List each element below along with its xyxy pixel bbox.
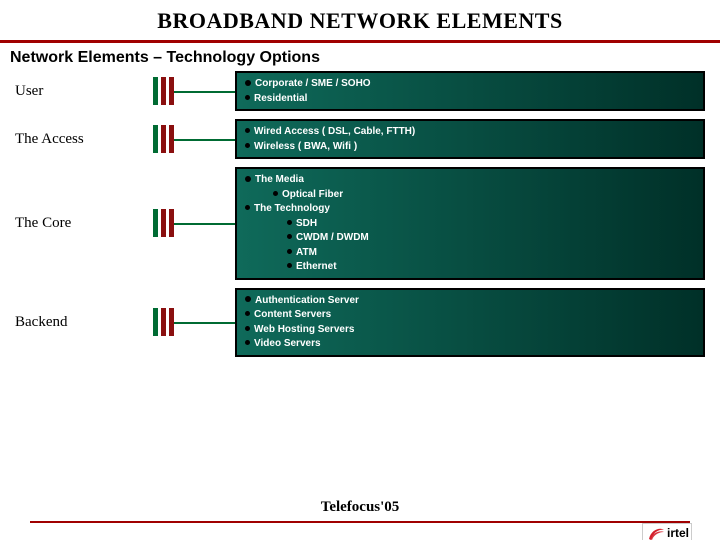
bullet-icon	[287, 220, 292, 225]
bullet-icon	[245, 80, 251, 86]
panel-item-text: CWDM / DWDM	[296, 232, 369, 243]
info-panel: The Media Optical Fiber The Technology SDH C…	[235, 167, 705, 280]
panel-item: Optical Fiber	[245, 188, 695, 202]
bullet-icon	[287, 234, 292, 239]
panel-item: Authentication Server	[245, 294, 695, 308]
panel-item: The Media	[245, 173, 695, 187]
panel-item-text: Corporate / SME / SOHO	[255, 78, 371, 89]
panel-item: The Technology	[245, 202, 695, 216]
footer-text: Telefocus'05	[0, 499, 720, 516]
bullet-icon	[287, 249, 292, 254]
diagram-row: The Core The Media Optical Fiber The Techno…	[15, 167, 705, 280]
logo-text: irtel	[667, 526, 689, 540]
panel-item-text: Wired Access ( DSL, Cable, FTTH)	[254, 126, 415, 137]
bullet-icon	[245, 326, 250, 331]
panel-item-text: Ethernet	[296, 261, 337, 272]
panel-item-text: SDH	[296, 218, 317, 229]
bottom-rule	[30, 521, 690, 523]
bullet-icon	[245, 143, 250, 148]
row-label: The Access	[15, 131, 125, 148]
panel-item: SDH	[245, 217, 695, 231]
bullet-icon	[245, 95, 250, 100]
row-label: The Core	[15, 215, 125, 232]
subtitle: Network Elements – Technology Options	[0, 40, 720, 71]
connector	[125, 129, 235, 149]
bullet-icon	[245, 296, 251, 302]
bullet-icon	[245, 128, 250, 133]
connector	[125, 312, 235, 332]
bullet-icon	[245, 311, 250, 316]
diagram-row: Backend Authentication Server Content Serv…	[15, 288, 705, 357]
row-label: User	[15, 83, 125, 100]
diagram-row: The Access Wired Access ( DSL, Cable, FTT…	[15, 119, 705, 159]
slide-title: BROADBAND NETWORK ELEMENTS	[0, 8, 720, 34]
panel-item: Ethernet	[245, 260, 695, 274]
panel-item: Web Hosting Servers	[245, 323, 695, 337]
panel-item: Residential	[245, 92, 695, 106]
panel-item-text: Wireless ( BWA, Wifi )	[254, 141, 357, 152]
panel-item-text: ATM	[296, 247, 317, 258]
panel-item: Wired Access ( DSL, Cable, FTTH)	[245, 125, 695, 139]
panel-item-text: The Media	[255, 174, 304, 185]
panel-item: Video Servers	[245, 337, 695, 351]
bullet-icon	[245, 205, 250, 210]
panel-item-text: The Technology	[254, 203, 330, 214]
panel-item-text: Content Servers	[254, 309, 331, 320]
diagram-body: User Corporate / SME / SOHO Residential The…	[0, 71, 720, 357]
info-panel: Wired Access ( DSL, Cable, FTTH) Wireless…	[235, 119, 705, 159]
connector	[125, 81, 235, 101]
panel-item: ATM	[245, 246, 695, 260]
panel-item: Wireless ( BWA, Wifi )	[245, 140, 695, 154]
airtel-logo: irtel	[642, 523, 692, 540]
info-panel: Authentication Server Content Servers Web …	[235, 288, 705, 357]
panel-item: Content Servers	[245, 308, 695, 322]
panel-item-text: Web Hosting Servers	[254, 324, 354, 335]
info-panel: Corporate / SME / SOHO Residential	[235, 71, 705, 111]
diagram-row: User Corporate / SME / SOHO Residential	[15, 71, 705, 111]
panel-item-text: Residential	[254, 93, 307, 104]
connector	[125, 213, 235, 233]
panel-item: CWDM / DWDM	[245, 231, 695, 245]
panel-item-text: Video Servers	[254, 338, 321, 349]
bullet-icon	[287, 263, 292, 268]
panel-item-text: Authentication Server	[255, 295, 359, 306]
bullet-icon	[273, 191, 278, 196]
row-label: Backend	[15, 314, 125, 331]
logo-swoosh-icon	[647, 525, 665, 540]
bullet-icon	[245, 176, 251, 182]
panel-item-text: Optical Fiber	[282, 189, 343, 200]
bullet-icon	[245, 340, 250, 345]
panel-item: Corporate / SME / SOHO	[245, 77, 695, 91]
